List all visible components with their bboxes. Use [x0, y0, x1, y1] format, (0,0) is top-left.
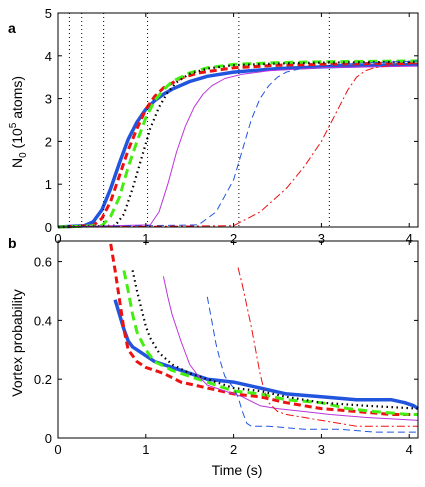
- x-tick-label: 0: [54, 231, 61, 246]
- x-tick-label: 2: [230, 231, 237, 246]
- x-tick-label: 4: [406, 442, 413, 457]
- panel-a-ylabel-rest2: atoms): [9, 76, 25, 123]
- y-tick-label: 0.6: [34, 255, 52, 270]
- panel-a-ylabel-sub: 0: [18, 152, 29, 158]
- y-tick-label: 3: [45, 92, 52, 107]
- y-tick-label: 2: [45, 134, 52, 149]
- y-tick-label: 5: [45, 6, 52, 21]
- x-tick-label: 4: [406, 231, 413, 246]
- panel-a-series-group: [57, 59, 419, 229]
- panel-a-ylabel-main: N: [9, 158, 25, 168]
- panel-a-ylabel: N0 (105 atoms): [8, 76, 29, 168]
- y-tick-label: 0.4: [34, 313, 52, 328]
- panel-b-ticks: 0 1 2 3 4 0 0.2 0.4 0.6: [34, 241, 418, 457]
- x-tick-label: 0: [54, 442, 61, 457]
- panel-a-series-0-line: [57, 62, 419, 229]
- x-tick-label: 2: [230, 442, 237, 457]
- x-tick-label: 1: [142, 442, 149, 457]
- panel-a-ylabel-rest1: (10: [9, 128, 25, 152]
- panel-a-axes-frame: [57, 12, 419, 228]
- y-tick-label: 0: [45, 431, 52, 446]
- x-tick-label: 3: [318, 442, 325, 457]
- panel-b-series-2-line: [122, 270, 418, 416]
- panel-b-series-5-line: [206, 296, 418, 433]
- panel-b-series-3-line: [131, 270, 419, 410]
- panel-b-series-group: [109, 243, 419, 433]
- panel-b-series-0-line: [113, 299, 419, 411]
- panel-a-series-1-line: [57, 61, 419, 229]
- x-tick-label: 1: [142, 231, 149, 246]
- panel-a-series-2-line: [57, 59, 419, 229]
- panel-a-series-5-line: [57, 60, 419, 228]
- y-tick-label: 0: [45, 220, 52, 235]
- panel-b-series-6-line: [237, 267, 418, 427]
- panel-b-label: b: [8, 235, 17, 251]
- y-tick-label: 1: [45, 177, 52, 192]
- panel-b-series-1-line: [109, 243, 418, 416]
- panel-a-ylabel-sup: 5: [8, 122, 19, 128]
- panel-a-label: a: [8, 20, 16, 36]
- panel-b-xlabel: Time (s): [212, 462, 263, 478]
- y-tick-label: 4: [45, 49, 52, 64]
- panel-a-series-3-line: [57, 60, 419, 229]
- panel-a-ticks: 0 1 2 3 4 0 1 2 3 4 5: [45, 6, 418, 246]
- panel-b-axes-frame: [57, 240, 419, 439]
- panel-b-series-4-line: [162, 276, 419, 421]
- panel-a-series-4-line: [57, 65, 419, 228]
- panel-a-series-6-line: [57, 63, 419, 228]
- panel-b-ylabel: Vortex probability: [9, 289, 25, 396]
- x-tick-label: 3: [318, 231, 325, 246]
- panel-b: 0 1 2 3 4 0 0.2 0.4 0.6 b Vortex probability Tim…: [8, 235, 419, 478]
- y-tick-label: 0.2: [34, 372, 52, 387]
